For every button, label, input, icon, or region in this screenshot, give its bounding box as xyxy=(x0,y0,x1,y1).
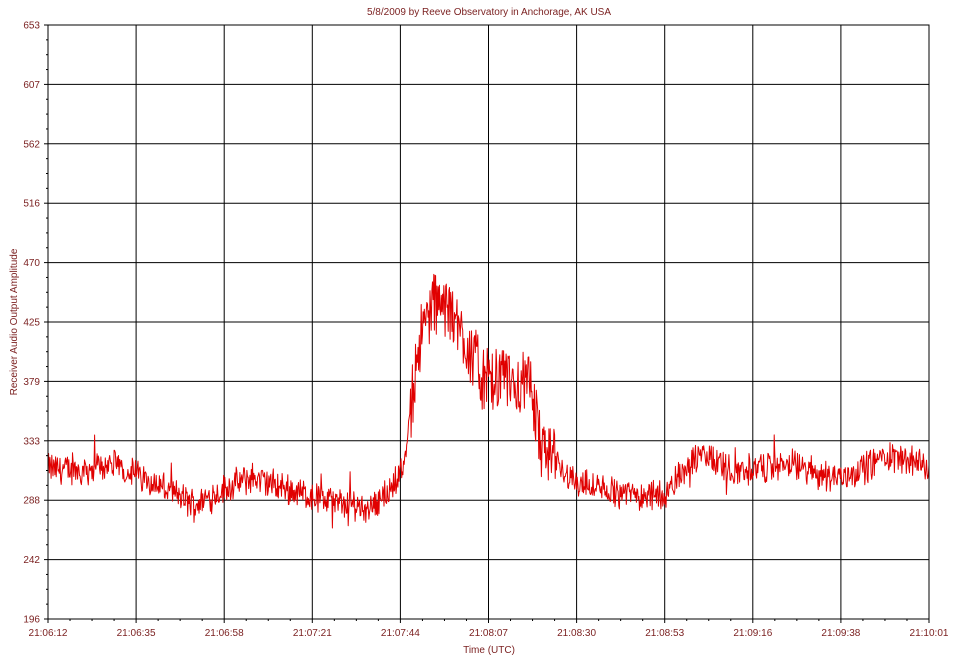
data-point xyxy=(194,504,195,505)
x-axis-title: Time (UTC) xyxy=(463,645,515,656)
x-tick-label: 21:09:16 xyxy=(733,628,772,639)
x-tick-label: 21:06:35 xyxy=(117,628,156,639)
x-tick-label: 21:08:07 xyxy=(469,628,508,639)
data-point xyxy=(609,491,610,492)
data-point xyxy=(478,369,479,370)
data-point xyxy=(340,503,341,504)
data-point xyxy=(78,470,79,471)
y-tick-label: 196 xyxy=(23,615,40,626)
data-point xyxy=(417,347,418,348)
data-point xyxy=(401,470,402,471)
data-point xyxy=(517,382,518,383)
data-point xyxy=(686,464,687,465)
data-point xyxy=(790,464,791,465)
data-point xyxy=(313,496,314,497)
data-point xyxy=(578,483,579,484)
x-tick-label: 21:10:01 xyxy=(910,628,949,639)
y-tick-label: 470 xyxy=(23,258,40,269)
data-point xyxy=(224,488,225,489)
series-line xyxy=(47,273,930,529)
data-point xyxy=(640,494,641,495)
x-tick-label: 21:06:58 xyxy=(205,628,244,639)
grid xyxy=(48,25,929,619)
data-point xyxy=(109,464,110,465)
data-point xyxy=(540,444,541,445)
y-tick-label: 607 xyxy=(23,80,40,91)
data-point xyxy=(817,473,818,474)
x-tick-label: 21:09:38 xyxy=(821,628,860,639)
y-axis-title: Receiver Audio Output Amplitude xyxy=(9,248,20,395)
y-tick-label: 425 xyxy=(23,318,40,329)
x-axis-ticks: 21:06:12 21:06:35 21:06:58 21:07:21 21:07:44… xyxy=(29,619,949,639)
data-point xyxy=(732,470,733,471)
data-point xyxy=(909,460,910,461)
data-point xyxy=(490,386,491,387)
y-tick-label: 516 xyxy=(23,199,40,210)
data-point xyxy=(251,477,252,478)
x-tick-label: 21:06:12 xyxy=(29,628,68,639)
x-tick-label: 21:08:53 xyxy=(645,628,684,639)
data-point xyxy=(448,312,449,313)
x-tick-label: 21:07:21 xyxy=(293,628,332,639)
data-point xyxy=(551,460,552,461)
data-point xyxy=(136,473,137,474)
data-point xyxy=(409,425,410,426)
y-axis-ticks: 196 242 288 333 379 425 470 516 562 607 653 xyxy=(23,21,48,626)
data-point xyxy=(705,455,706,456)
y-tick-label: 562 xyxy=(23,139,40,150)
data-point xyxy=(886,455,887,456)
data-point xyxy=(463,334,464,335)
data-point xyxy=(278,486,279,487)
x-tick-label: 21:07:44 xyxy=(381,628,420,639)
data-point xyxy=(840,477,841,478)
series-layer xyxy=(47,273,930,529)
y-tick-label: 653 xyxy=(23,21,40,32)
data-point xyxy=(367,507,368,508)
data-point xyxy=(667,494,668,495)
data-point xyxy=(863,468,864,469)
y-tick-label: 379 xyxy=(23,377,40,388)
data-point xyxy=(155,483,156,484)
data-point xyxy=(386,494,387,495)
plot-frame xyxy=(47,24,930,620)
data-point xyxy=(501,377,502,378)
y-tick-label: 333 xyxy=(23,436,40,447)
data-point xyxy=(532,390,533,391)
y-tick-label: 288 xyxy=(23,496,40,507)
minor-ticks xyxy=(46,39,908,621)
x-tick-label: 21:08:30 xyxy=(557,628,596,639)
data-point xyxy=(755,468,756,469)
chart-title: 5/8/2009 by Reeve Observatory in Anchora… xyxy=(367,7,611,18)
data-point xyxy=(432,301,433,302)
y-tick-label: 242 xyxy=(23,555,40,566)
data-point xyxy=(174,494,175,495)
